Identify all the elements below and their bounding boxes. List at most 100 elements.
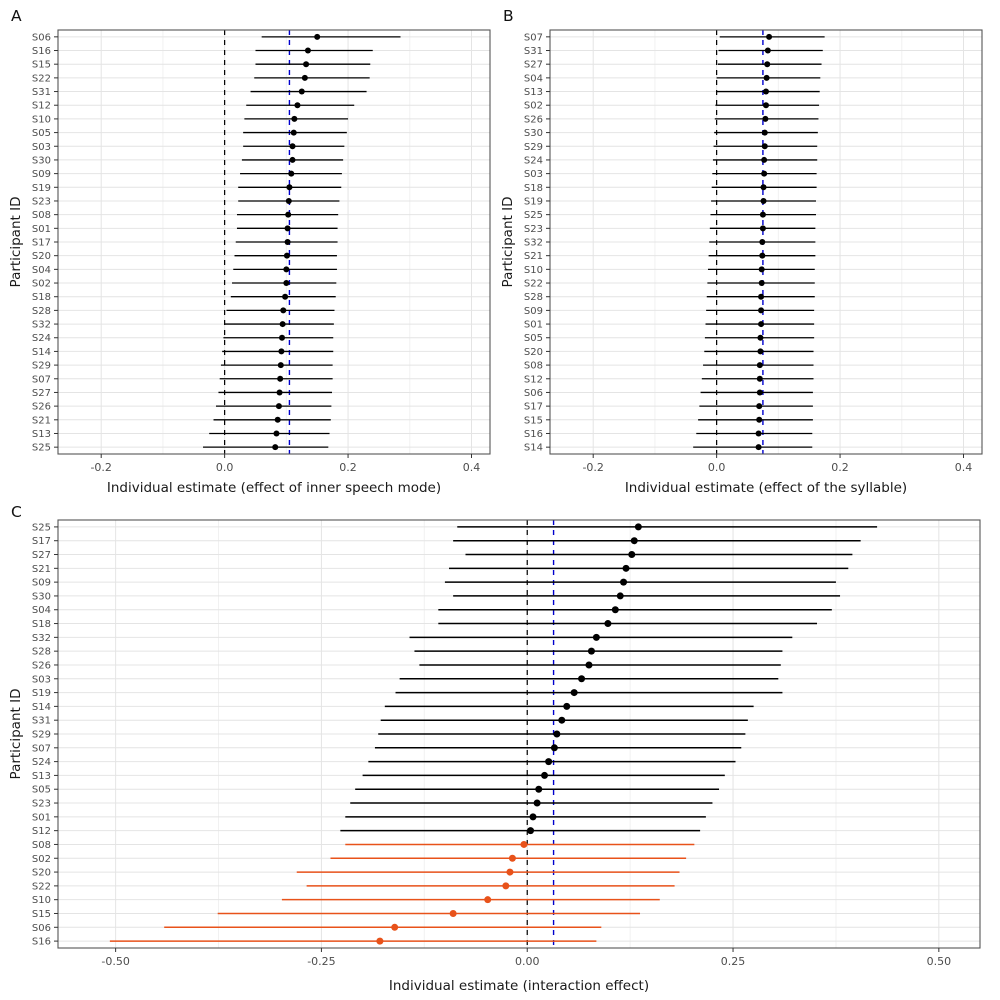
y-tick-label-S25: S25 <box>32 522 51 533</box>
y-tick-label-S23: S23 <box>32 196 51 207</box>
panel-b-forest-plot: -0.2 0.0 0.2 0.4 S07 S31 S27 S04 S13 S02 S26 S30 S29… <box>500 6 992 500</box>
x-tick-label: -0.2 <box>90 461 111 474</box>
estimate-point-S31 <box>558 716 566 724</box>
estimate-point-S20 <box>283 252 290 259</box>
x-tick-label: -0.50 <box>101 955 129 968</box>
y-tick-label-S12: S12 <box>32 826 51 837</box>
estimate-point-S06 <box>391 923 399 931</box>
x-axis-title: Individual estimate (interaction effect) <box>389 978 649 994</box>
y-tick-label-S31: S31 <box>32 87 51 98</box>
estimate-point-S29 <box>277 362 284 369</box>
y-tick-label-S10: S10 <box>32 114 51 125</box>
y-tick-label-S16: S16 <box>32 937 51 948</box>
y-tick-label-S31: S31 <box>524 46 543 57</box>
y-tick-label-S20: S20 <box>524 347 543 358</box>
estimate-point-S28 <box>587 647 595 655</box>
estimate-point-S31 <box>764 47 771 54</box>
estimate-point-S02 <box>763 102 769 109</box>
y-tick-label-S06: S06 <box>32 32 51 43</box>
estimate-point-S18 <box>282 293 289 300</box>
estimate-point-S32 <box>759 239 766 245</box>
y-tick-label-S19: S19 <box>32 183 51 194</box>
estimate-point-S05 <box>290 129 297 136</box>
y-tick-label-S18: S18 <box>32 619 51 630</box>
estimate-point-S15 <box>756 416 763 423</box>
estimate-point-S30 <box>616 592 624 600</box>
y-tick-label-S30: S30 <box>32 155 51 166</box>
y-tick-label-S09: S09 <box>524 306 543 317</box>
y-tick-label-S29: S29 <box>32 730 51 741</box>
y-tick-label-S08: S08 <box>32 840 51 851</box>
y-tick-label-S01: S01 <box>32 812 51 823</box>
estimate-point-S01 <box>758 321 765 328</box>
estimate-point-S09 <box>620 578 628 586</box>
y-tick-label-S07: S07 <box>32 374 51 385</box>
y-tick-label-S19: S19 <box>524 196 543 207</box>
y-tick-label-S32: S32 <box>32 633 51 644</box>
estimate-point-S29 <box>553 730 561 738</box>
y-tick-label-S04: S04 <box>524 73 543 84</box>
forest-plot-svg-c: -0.50 -0.25 0.00 0.25 0.50 S25 S17 S27 S21 S09 S30… <box>8 503 981 994</box>
y-tick-label-S26: S26 <box>32 660 51 671</box>
estimate-point-S18 <box>604 620 612 628</box>
estimate-point-S15 <box>303 61 310 68</box>
y-tick-label-S25: S25 <box>524 210 543 221</box>
estimate-point-S30 <box>761 129 768 136</box>
y-tick-label-S05: S05 <box>32 785 51 796</box>
x-tick-label: 0.4 <box>955 461 973 474</box>
y-tick-label-S26: S26 <box>32 402 51 413</box>
y-tick-label-S29: S29 <box>32 361 51 372</box>
estimate-point-S29 <box>761 143 768 150</box>
y-tick-label-S09: S09 <box>32 169 51 180</box>
y-tick-label-S13: S13 <box>32 429 51 440</box>
estimate-point-S28 <box>758 293 765 300</box>
estimate-point-S32 <box>592 633 600 641</box>
y-tick-label-S21: S21 <box>524 251 543 262</box>
estimate-point-S26 <box>762 115 769 122</box>
y-tick-label-S17: S17 <box>32 238 51 249</box>
estimate-point-S24 <box>761 156 768 163</box>
estimate-point-S25 <box>759 211 766 218</box>
estimate-point-S27 <box>764 61 771 68</box>
estimate-point-S13 <box>763 88 769 95</box>
estimate-point-S27 <box>276 389 283 396</box>
y-tick-label-S07: S07 <box>524 32 543 43</box>
estimate-point-S04 <box>283 266 290 273</box>
estimate-point-S14 <box>278 348 285 355</box>
y-tick-label-S07: S07 <box>32 743 51 754</box>
y-tick-label-S18: S18 <box>32 292 51 303</box>
y-tick-label-S12: S12 <box>524 374 543 385</box>
estimate-point-S01 <box>284 225 291 232</box>
y-tick-label-S02: S02 <box>32 854 51 865</box>
y-tick-label-S16: S16 <box>32 46 51 57</box>
panel-label-c: C <box>11 503 22 521</box>
estimate-point-S20 <box>506 868 514 876</box>
estimate-point-S25 <box>634 523 642 531</box>
y-tick-label-S27: S27 <box>32 388 51 399</box>
estimate-point-S03 <box>761 170 768 177</box>
y-tick-label-S05: S05 <box>524 333 543 344</box>
estimate-point-S21 <box>759 252 766 259</box>
y-tick-label-S06: S06 <box>524 388 543 399</box>
estimate-point-S03 <box>578 675 586 683</box>
estimate-point-S10 <box>484 896 492 904</box>
estimate-point-S17 <box>284 239 291 245</box>
estimate-point-S27 <box>628 551 636 559</box>
estimate-point-S09 <box>758 307 765 314</box>
y-tick-label-S15: S15 <box>32 909 51 920</box>
y-tick-label-S02: S02 <box>32 279 51 290</box>
estimate-point-S12 <box>756 375 763 382</box>
y-tick-label-S06: S06 <box>32 923 51 934</box>
estimate-point-S16 <box>755 430 762 437</box>
y-tick-label-S29: S29 <box>524 142 543 153</box>
y-tick-label-S28: S28 <box>32 647 51 658</box>
x-axis-title: Individual estimate (effect of inner spe… <box>107 480 441 496</box>
y-tick-label-S04: S04 <box>32 265 51 276</box>
y-tick-label-S14: S14 <box>32 702 51 713</box>
estimate-point-S28 <box>280 307 287 314</box>
y-tick-label-S22: S22 <box>32 881 51 892</box>
panel-label-a: A <box>11 7 22 25</box>
y-tick-label-S14: S14 <box>32 347 51 358</box>
y-tick-label-S01: S01 <box>524 320 543 331</box>
